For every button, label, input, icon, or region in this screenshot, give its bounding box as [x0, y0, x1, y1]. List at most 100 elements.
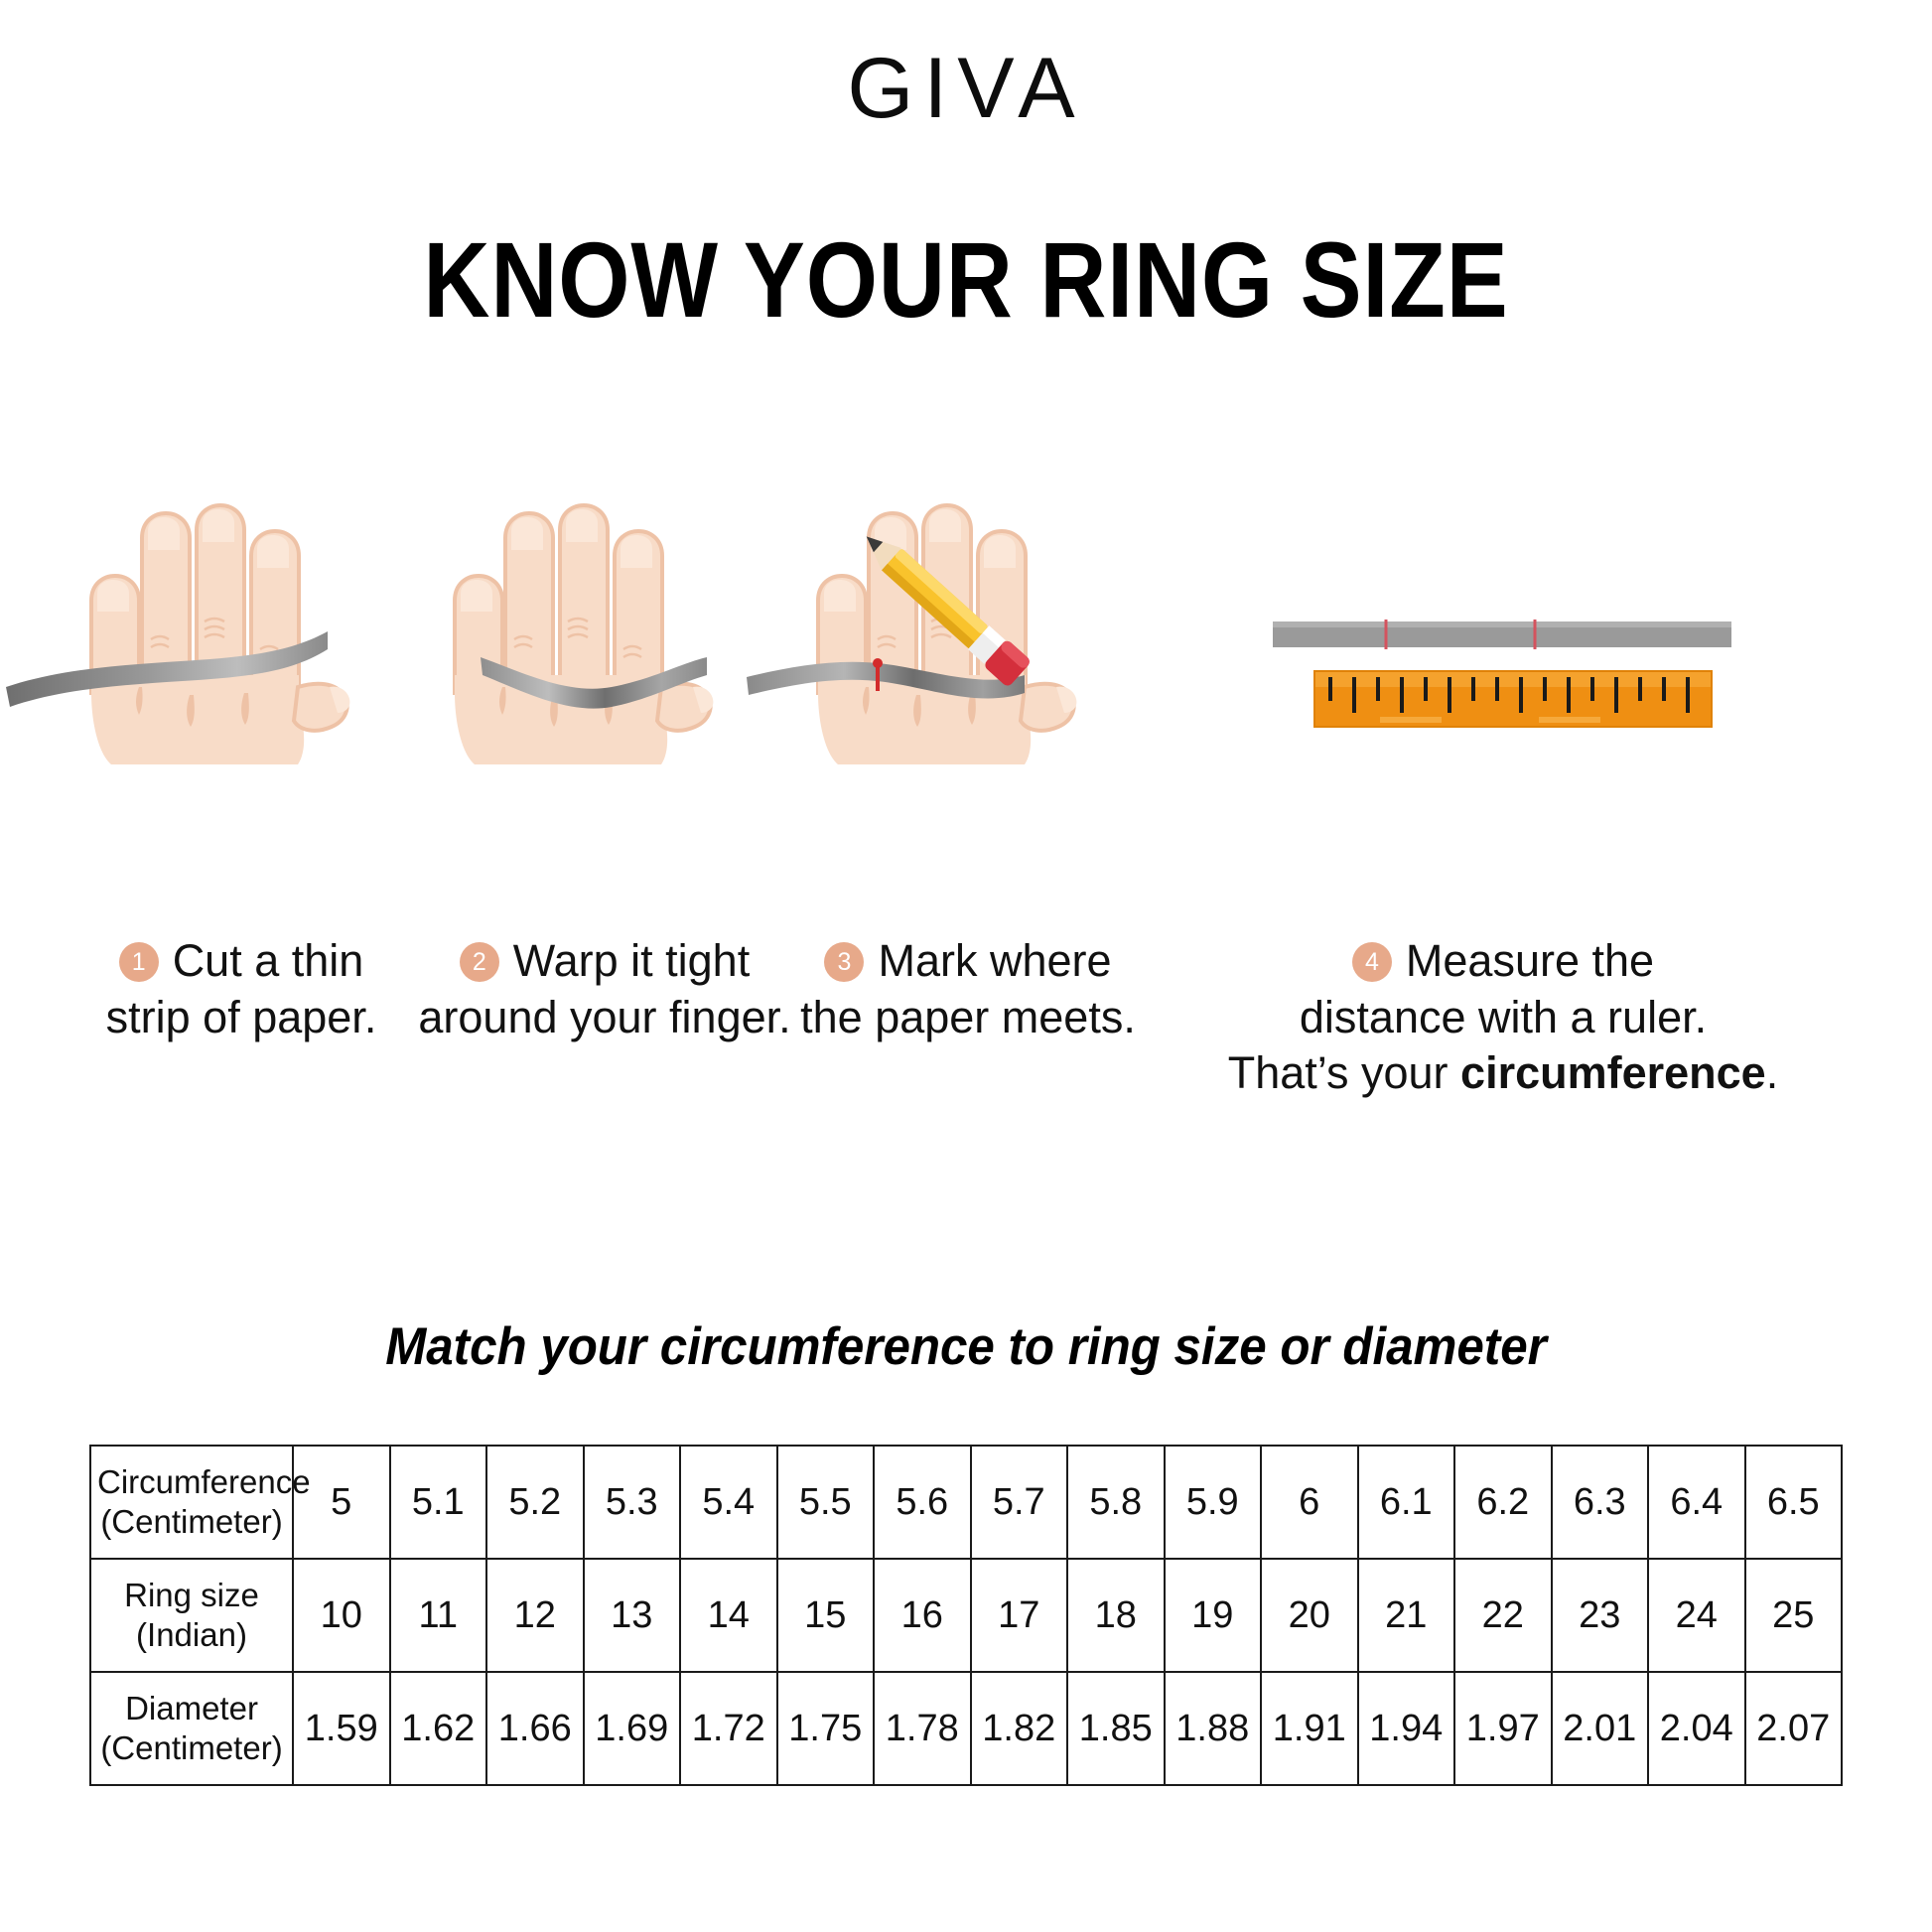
cell: 1.59 — [292, 1671, 391, 1786]
step-3-line-1: Mark where — [878, 935, 1112, 986]
step-4-line-1: Measure the — [1405, 935, 1655, 986]
cell: 25 — [1743, 1558, 1843, 1673]
cell: 1.69 — [582, 1671, 681, 1786]
cell: 1.97 — [1453, 1671, 1553, 1786]
cell: 2.07 — [1743, 1671, 1843, 1786]
cell: 1.72 — [679, 1671, 778, 1786]
cell: 5.7 — [969, 1445, 1068, 1560]
row-label-ring-size: Ring size (Indian) — [89, 1558, 294, 1673]
paper-strip — [6, 631, 328, 707]
cell: 22 — [1453, 1558, 1553, 1673]
ruler-icon — [1313, 670, 1713, 728]
cell: 11 — [388, 1558, 487, 1673]
circumference-emphasis: circumference — [1460, 1047, 1766, 1099]
cell: 24 — [1647, 1558, 1746, 1673]
cell: 5.4 — [679, 1445, 778, 1560]
cell: 6.5 — [1743, 1445, 1843, 1560]
cell: 6.3 — [1550, 1445, 1649, 1560]
table-row-circumference: Circumference (Centimeter) 5 5.1 5.2 5.3… — [89, 1445, 1843, 1560]
step-4-line-3: That’s your circumference. — [1156, 1045, 1851, 1102]
cell: 23 — [1550, 1558, 1649, 1673]
ring-size-table: Circumference (Centimeter) 5 5.1 5.2 5.3… — [89, 1445, 1843, 1786]
cell: 16 — [873, 1558, 972, 1673]
row-label-line-1: Ring size — [124, 1576, 259, 1613]
table-row-ring-size: Ring size (Indian) 10 11 12 13 14 15 16 … — [89, 1558, 1843, 1673]
hand-graphic — [6, 502, 350, 764]
cell: 1.82 — [969, 1671, 1068, 1786]
row-label-line-2: (Indian) — [136, 1616, 247, 1653]
cell: 5.8 — [1066, 1445, 1166, 1560]
paper-strip — [747, 661, 1025, 699]
cell: 5.9 — [1163, 1445, 1262, 1560]
step-2-line-2: around your finger. — [418, 991, 791, 1042]
cell: 6.1 — [1356, 1445, 1455, 1560]
cell: 5.3 — [582, 1445, 681, 1560]
cell: 1.78 — [873, 1671, 972, 1786]
page-title: KNOW YOUR RING SIZE — [423, 219, 1509, 340]
cell: 12 — [485, 1558, 585, 1673]
step-4-badge: 4 — [1351, 942, 1392, 982]
cell: 1.94 — [1356, 1671, 1455, 1786]
hand-graphic — [453, 502, 714, 764]
cell: 6 — [1260, 1445, 1359, 1560]
cell: 10 — [292, 1558, 391, 1673]
step-1-line-2: strip of paper. — [105, 991, 377, 1042]
cell: 1.91 — [1260, 1671, 1359, 1786]
table-row-diameter: Diameter (Centimeter) 1.59 1.62 1.66 1.6… — [89, 1671, 1843, 1786]
step-3-illustration — [727, 427, 1209, 764]
step-2-caption: 2 Warp it tight around your finger. — [363, 933, 846, 1045]
cell: 5 — [292, 1445, 391, 1560]
row-label-circumference: Circumference (Centimeter) — [89, 1445, 311, 1560]
cell: 18 — [1066, 1558, 1166, 1673]
cell: 5.5 — [775, 1445, 875, 1560]
cell: 5.6 — [873, 1445, 972, 1560]
step-3-badge: 3 — [824, 942, 865, 982]
brand-logo: GIVA — [847, 41, 1085, 136]
cell: 15 — [775, 1558, 875, 1673]
step-3-line-2: the paper meets. — [800, 991, 1136, 1042]
step-4-line-3-pre: That’s your — [1227, 1047, 1461, 1099]
cell: 2.01 — [1550, 1671, 1649, 1786]
steps-illustrations — [0, 427, 1932, 943]
cell: 19 — [1163, 1558, 1262, 1673]
cell: 6.2 — [1453, 1445, 1553, 1560]
table-body: Circumference (Centimeter) 5 5.1 5.2 5.3… — [89, 1445, 1843, 1786]
cell: 2.04 — [1647, 1671, 1746, 1786]
step-2-illustration — [363, 427, 846, 764]
table-title: Match your circumference to ring size or… — [385, 1317, 1547, 1376]
step-2-badge: 2 — [459, 942, 499, 982]
cell: 14 — [679, 1558, 778, 1673]
cell: 5.1 — [388, 1445, 487, 1560]
step-2-line-1: Warp it tight — [512, 935, 751, 986]
row-label-line-1: Diameter — [125, 1689, 258, 1726]
pencil-mark-dot — [873, 658, 883, 668]
cell: 5.2 — [485, 1445, 585, 1560]
step-1-caption: 1 Cut a thin strip of paper. — [0, 933, 483, 1045]
step-4-line-2: distance with a ruler. — [1299, 991, 1708, 1042]
step-4-line-3-post: . — [1765, 1047, 1779, 1099]
cell: 20 — [1260, 1558, 1359, 1673]
step-1-badge: 1 — [118, 942, 159, 982]
pencil-icon — [866, 536, 1030, 686]
hand-graphic — [747, 502, 1077, 764]
step-1-illustration — [0, 427, 483, 764]
row-label-line-2: (Centimeter) — [100, 1503, 283, 1540]
step-3-caption: 3 Mark where the paper meets. — [727, 933, 1209, 1045]
cell: 17 — [969, 1558, 1068, 1673]
step-1-line-1: Cut a thin — [172, 935, 364, 986]
cell: 1.85 — [1066, 1671, 1166, 1786]
cell: 21 — [1356, 1558, 1455, 1673]
paper-strip — [481, 657, 707, 709]
cell: 1.75 — [775, 1671, 875, 1786]
row-label-line-1: Circumference — [97, 1462, 311, 1500]
cell: 6.4 — [1647, 1445, 1746, 1560]
cell: 1.66 — [485, 1671, 585, 1786]
step-4-illustration — [1156, 427, 1851, 764]
cell: 1.88 — [1163, 1671, 1262, 1786]
step-4-caption: 4 Measure the distance with a ruler. That… — [1156, 933, 1851, 1102]
row-label-line-2: (Centimeter) — [100, 1729, 283, 1766]
row-label-diameter: Diameter (Centimeter) — [89, 1671, 294, 1786]
measured-paper-strip — [1273, 620, 1731, 649]
cell: 1.62 — [388, 1671, 487, 1786]
